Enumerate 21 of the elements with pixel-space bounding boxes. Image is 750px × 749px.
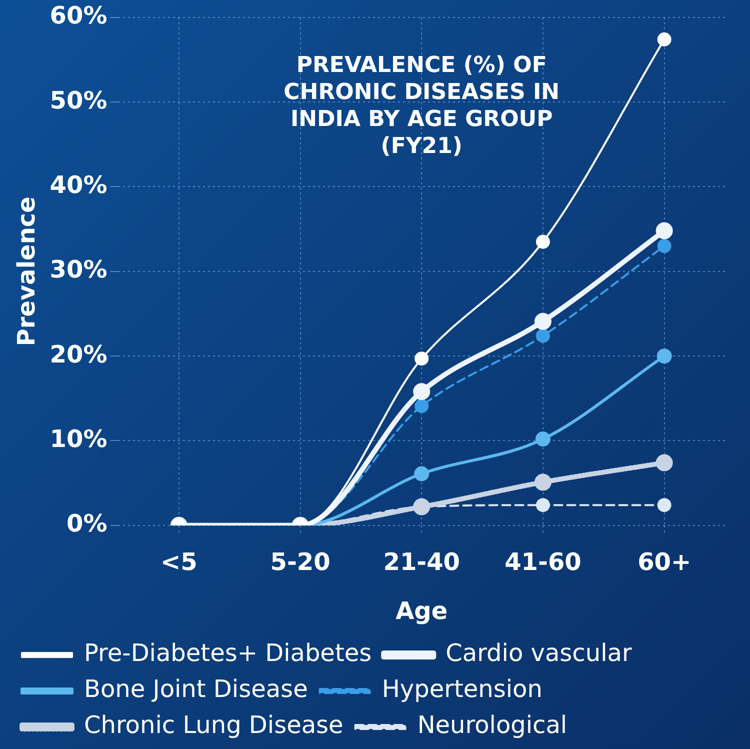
legend-label: Chronic Lung Disease xyxy=(84,711,344,740)
legend-label: Pre-Diabetes+ Diabetes xyxy=(84,639,372,668)
y-tick-label: 30% xyxy=(50,256,108,284)
x-axis-title: Age xyxy=(396,596,448,625)
x-tick-label: 60+ xyxy=(638,548,692,576)
legend-label: Hypertension xyxy=(382,675,542,704)
x-tick-label: 21-40 xyxy=(383,548,460,576)
x-tick-label: 41-60 xyxy=(504,548,582,576)
y-tick-label: 10% xyxy=(50,424,108,453)
y-tick-label: 0% xyxy=(66,510,108,538)
legend-label: Cardio vascular xyxy=(446,639,632,668)
y-tick-label: 20% xyxy=(50,340,108,368)
legend-label: Bone Joint Disease xyxy=(84,675,308,704)
y-tick-label: 60% xyxy=(50,2,108,30)
legend-label: Neurological xyxy=(417,711,568,740)
y-axis-title: Prevalence xyxy=(12,196,41,346)
text: PREVALENCE (%) OF CHRONIC DISEASES IN INDIA BY AGE GROUP (FY21) xyxy=(284,53,560,160)
y-tick-label: 50% xyxy=(50,86,108,114)
x-tick-label: 5-20 xyxy=(270,548,330,576)
x-tick-label: <5 xyxy=(160,548,198,576)
y-tick-label: 40% xyxy=(50,170,108,199)
